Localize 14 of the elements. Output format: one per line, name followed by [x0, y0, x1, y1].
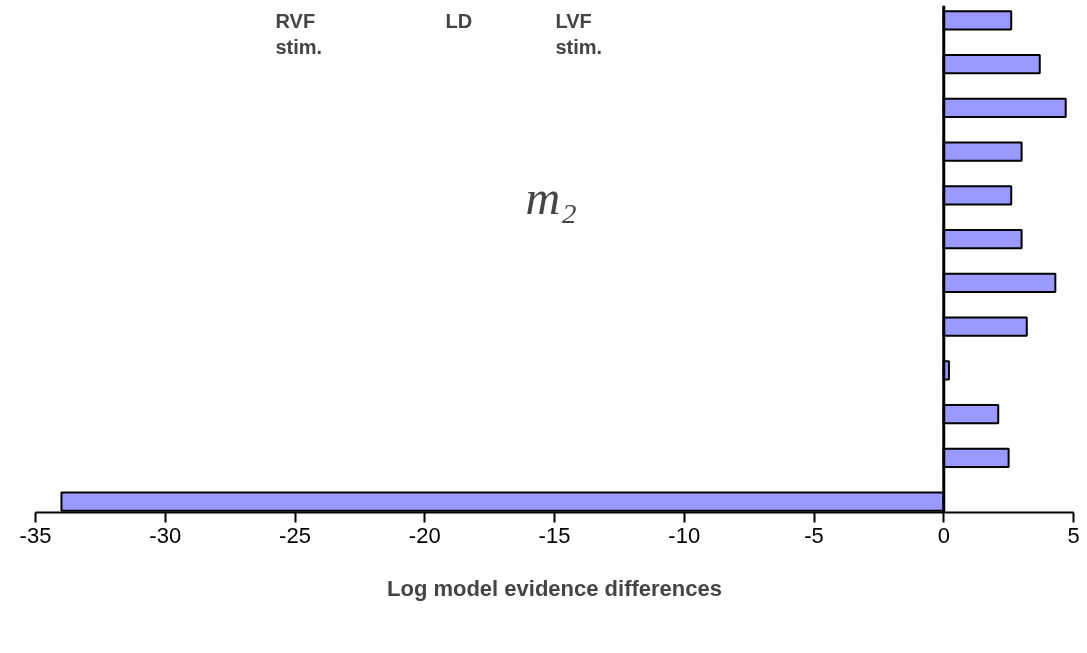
x-axis-title: Log model evidence differences	[387, 575, 722, 601]
annotation: RVF stim.	[275, 9, 323, 58]
annotation: m₂	[525, 170, 577, 224]
annotation: LVF stim.	[555, 9, 603, 58]
x-tick-label: -25	[279, 522, 311, 548]
x-tick-label: 5	[1067, 522, 1080, 548]
x-tick-label: 0	[937, 522, 950, 548]
x-tick-label: -5	[804, 522, 824, 548]
x-tick-label: -10	[668, 522, 701, 548]
x-tick-label: -20	[408, 522, 441, 548]
x-tick-label: -35	[19, 522, 52, 548]
x-tick-label: -30	[149, 522, 182, 548]
annotation: LD	[445, 9, 473, 32]
x-tick-label: -15	[538, 522, 571, 548]
